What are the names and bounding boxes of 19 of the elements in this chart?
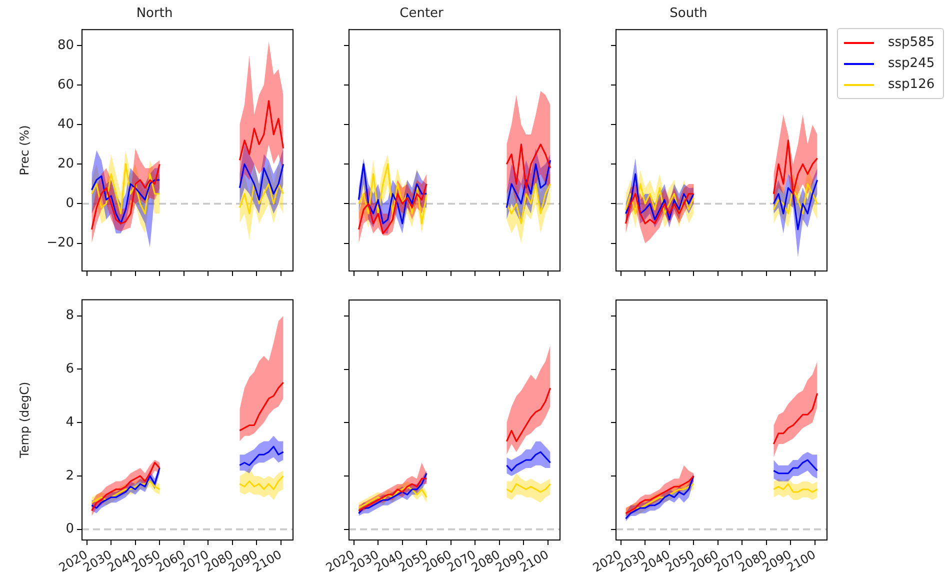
y-tick-label: 0 <box>66 196 74 212</box>
y-tick-label: 40 <box>57 116 74 132</box>
y-tick-label: 8 <box>66 308 74 324</box>
y-tick-label: 20 <box>57 156 74 172</box>
y-tick-label: −20 <box>46 236 74 251</box>
chart-title: North <box>136 6 173 22</box>
chart-title: Center <box>400 6 444 22</box>
y-axis-title: Prec (%) <box>17 125 32 176</box>
y-tick-label: 4 <box>66 414 74 430</box>
legend-label: ssp245 <box>888 55 935 73</box>
legend-label: ssp126 <box>888 76 935 94</box>
y-tick-label: 6 <box>66 362 74 377</box>
chart-title: South <box>670 6 708 22</box>
y-tick-label: 80 <box>57 38 74 53</box>
y-tick-label: 2 <box>66 468 74 484</box>
y-tick-label: 0 <box>66 522 74 537</box>
legend-label: ssp585 <box>888 34 935 52</box>
y-axis-title: Temp (degC) <box>17 382 32 459</box>
y-tick-label: 60 <box>57 77 74 92</box>
